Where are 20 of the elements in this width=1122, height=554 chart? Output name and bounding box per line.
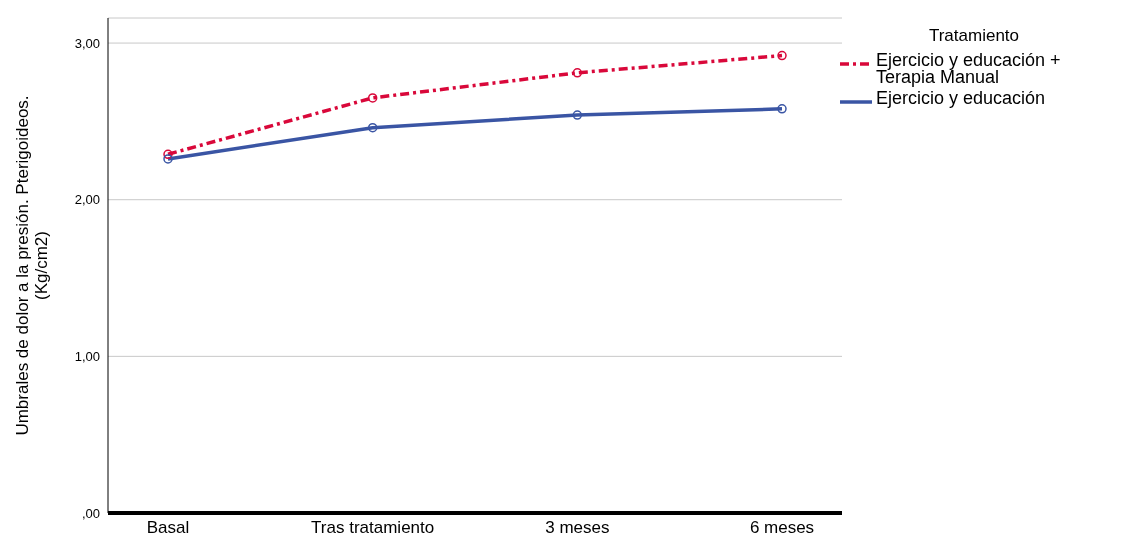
point [572, 110, 583, 120]
x-tick-label: 3 meses [545, 518, 610, 538]
x-tick-label: Tras tratamiento [311, 518, 435, 538]
y-tick-label: 2,00 [74, 192, 100, 208]
point [777, 50, 787, 61]
y-tick-label: 1,00 [74, 348, 100, 364]
point [572, 68, 583, 78]
point [163, 149, 173, 160]
point [163, 154, 173, 164]
legend-label: Ejercicio y educación [876, 88, 1046, 108]
legend-label: Ejercicio y educación + Terapia Manual [876, 50, 1062, 87]
y-tick-label: 3,00 [74, 35, 100, 51]
y-axis-title: Umbrales de dolor a la presión. Pterigoideos. (Kg/cm2) [13, 95, 51, 436]
y-tick-label: ,00 [81, 505, 100, 521]
x-tick-label: 6 meses [749, 518, 815, 538]
point [367, 122, 378, 133]
x-tick-label: Basal [146, 518, 190, 538]
point [777, 104, 787, 114]
legend-title: Tratamiento [927, 26, 1021, 46]
point [367, 93, 378, 103]
